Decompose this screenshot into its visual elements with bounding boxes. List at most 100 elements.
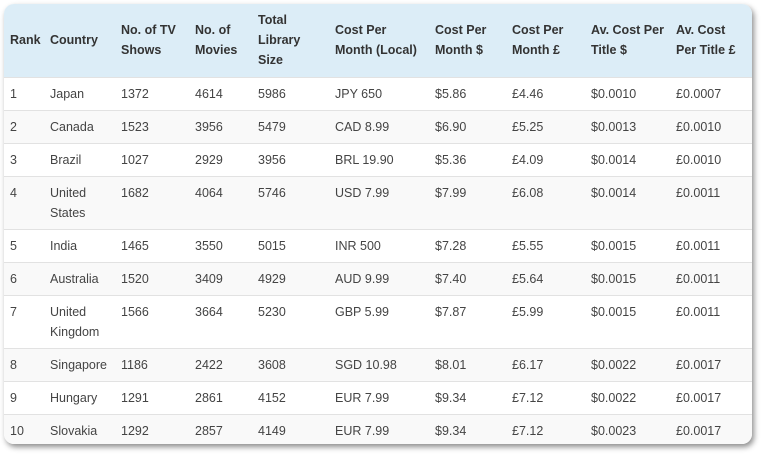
cell-avg-cost-usd: $0.0015 — [585, 294, 670, 348]
header-avg-cost-gbp: Av. Cost Per Title £ — [676, 23, 736, 58]
cell-country: United States — [44, 175, 115, 229]
cell-avg-cost-gbp: £0.0011 — [670, 294, 752, 348]
cell-cost-gbp: £5.55 — [506, 228, 585, 262]
cell-country: Slovakia — [44, 413, 115, 444]
cell-avg-cost-gbp: £0.0011 — [670, 228, 752, 262]
cell-cost-local: SGD 10.98 — [329, 347, 429, 381]
cell-avg-cost-gbp: £0.0017 — [670, 413, 752, 444]
table-row: 4 United States 1682 4064 5746 USD 7.99 … — [4, 175, 752, 229]
cell-movies: 2857 — [189, 413, 252, 444]
cell-avg-cost-usd: $0.0014 — [585, 142, 670, 176]
cell-tv-shows: 1520 — [115, 261, 189, 295]
table-row: 6 Australia 1520 3409 4929 AUD 9.99 $7.4… — [4, 261, 752, 295]
cell-cost-gbp: £6.08 — [506, 175, 585, 229]
cell-movies: 3409 — [189, 261, 252, 295]
cell-library-size: 5986 — [252, 76, 329, 110]
cell-rank: 8 — [4, 347, 44, 381]
table-header: Rank Country No. of TV Shows No. of Movi… — [4, 4, 752, 77]
cell-country: Canada — [44, 109, 115, 143]
cell-country: Japan — [44, 76, 115, 110]
cell-cost-usd: $6.90 — [429, 109, 506, 143]
table-row: 5 India 1465 3550 5015 INR 500 $7.28 £5.… — [4, 228, 752, 262]
cell-cost-usd: $7.28 — [429, 228, 506, 262]
cell-library-size: 5015 — [252, 228, 329, 262]
cell-avg-cost-usd: $0.0014 — [585, 175, 670, 229]
cell-movies: 3550 — [189, 228, 252, 262]
cell-library-size: 4152 — [252, 380, 329, 414]
cell-movies: 2422 — [189, 347, 252, 381]
cell-rank: 2 — [4, 109, 44, 143]
cell-avg-cost-gbp: £0.0010 — [670, 142, 752, 176]
header-cost-usd: Cost Per Month $ — [435, 23, 487, 58]
cell-tv-shows: 1465 — [115, 228, 189, 262]
header-movies: No. of Movies — [195, 23, 238, 58]
table-body: 1 Japan 1372 4614 5986 JPY 650 $5.86 £4.… — [4, 76, 752, 444]
cell-tv-shows: 1682 — [115, 175, 189, 229]
cell-tv-shows: 1292 — [115, 413, 189, 444]
cell-cost-usd: $8.01 — [429, 347, 506, 381]
cell-tv-shows: 1372 — [115, 76, 189, 110]
table-row: 1 Japan 1372 4614 5986 JPY 650 $5.86 £4.… — [4, 76, 752, 110]
cell-avg-cost-usd: $0.0010 — [585, 76, 670, 110]
cell-rank: 9 — [4, 380, 44, 414]
cell-movies: 4614 — [189, 76, 252, 110]
cell-country: India — [44, 228, 115, 262]
cell-tv-shows: 1566 — [115, 294, 189, 348]
streaming-cost-table: Rank Country No. of TV Shows No. of Movi… — [4, 4, 752, 444]
cell-cost-local: EUR 7.99 — [329, 380, 429, 414]
cell-cost-gbp: £5.25 — [506, 109, 585, 143]
cell-avg-cost-usd: $0.0013 — [585, 109, 670, 143]
cell-movies: 3664 — [189, 294, 252, 348]
cell-tv-shows: 1291 — [115, 380, 189, 414]
header-rank: Rank — [10, 33, 41, 48]
cell-rank: 3 — [4, 142, 44, 176]
table-row: 10 Slovakia 1292 2857 4149 EUR 7.99 $9.3… — [4, 413, 752, 444]
cell-cost-gbp: £7.12 — [506, 380, 585, 414]
cell-cost-usd: $9.34 — [429, 380, 506, 414]
cell-cost-local: EUR 7.99 — [329, 413, 429, 444]
cell-cost-local: JPY 650 — [329, 76, 429, 110]
header-tv-shows: No. of TV Shows — [121, 23, 176, 58]
cell-cost-usd: $7.40 — [429, 261, 506, 295]
header-country: Country — [50, 33, 98, 48]
header-row: Rank Country No. of TV Shows No. of Movi… — [4, 4, 752, 77]
cell-cost-gbp: £4.09 — [506, 142, 585, 176]
cell-rank: 10 — [4, 413, 44, 444]
cell-movies: 4064 — [189, 175, 252, 229]
cell-cost-local: BRL 19.90 — [329, 142, 429, 176]
cell-avg-cost-usd: $0.0015 — [585, 228, 670, 262]
cell-cost-gbp: £7.12 — [506, 413, 585, 444]
cell-tv-shows: 1523 — [115, 109, 189, 143]
cell-cost-usd: $9.34 — [429, 413, 506, 444]
cell-cost-usd: $5.36 — [429, 142, 506, 176]
cell-cost-local: CAD 8.99 — [329, 109, 429, 143]
cell-rank: 7 — [4, 294, 44, 348]
cell-avg-cost-gbp: £0.0017 — [670, 380, 752, 414]
cell-library-size: 3956 — [252, 142, 329, 176]
cell-avg-cost-usd: $0.0023 — [585, 413, 670, 444]
cell-avg-cost-usd: $0.0015 — [585, 261, 670, 295]
cell-avg-cost-gbp: £0.0011 — [670, 261, 752, 295]
cell-rank: 5 — [4, 228, 44, 262]
cell-rank: 1 — [4, 76, 44, 110]
cell-cost-local: AUD 9.99 — [329, 261, 429, 295]
cell-country: Singapore — [44, 347, 115, 381]
cell-cost-usd: $7.87 — [429, 294, 506, 348]
cell-rank: 6 — [4, 261, 44, 295]
table-row: 9 Hungary 1291 2861 4152 EUR 7.99 $9.34 … — [4, 380, 752, 414]
cell-cost-usd: $5.86 — [429, 76, 506, 110]
cell-movies: 2929 — [189, 142, 252, 176]
cell-movies: 2861 — [189, 380, 252, 414]
cell-avg-cost-gbp: £0.0007 — [670, 76, 752, 110]
cell-library-size: 4149 — [252, 413, 329, 444]
cell-library-size: 5746 — [252, 175, 329, 229]
cell-country: Hungary — [44, 380, 115, 414]
cell-avg-cost-usd: $0.0022 — [585, 380, 670, 414]
cell-avg-cost-usd: $0.0022 — [585, 347, 670, 381]
header-cost-local: Cost Per Month (Local) — [335, 23, 417, 58]
cell-country: United Kingdom — [44, 294, 115, 348]
cell-country: Australia — [44, 261, 115, 295]
cell-library-size: 5479 — [252, 109, 329, 143]
cell-rank: 4 — [4, 175, 44, 229]
cell-cost-gbp: £4.46 — [506, 76, 585, 110]
